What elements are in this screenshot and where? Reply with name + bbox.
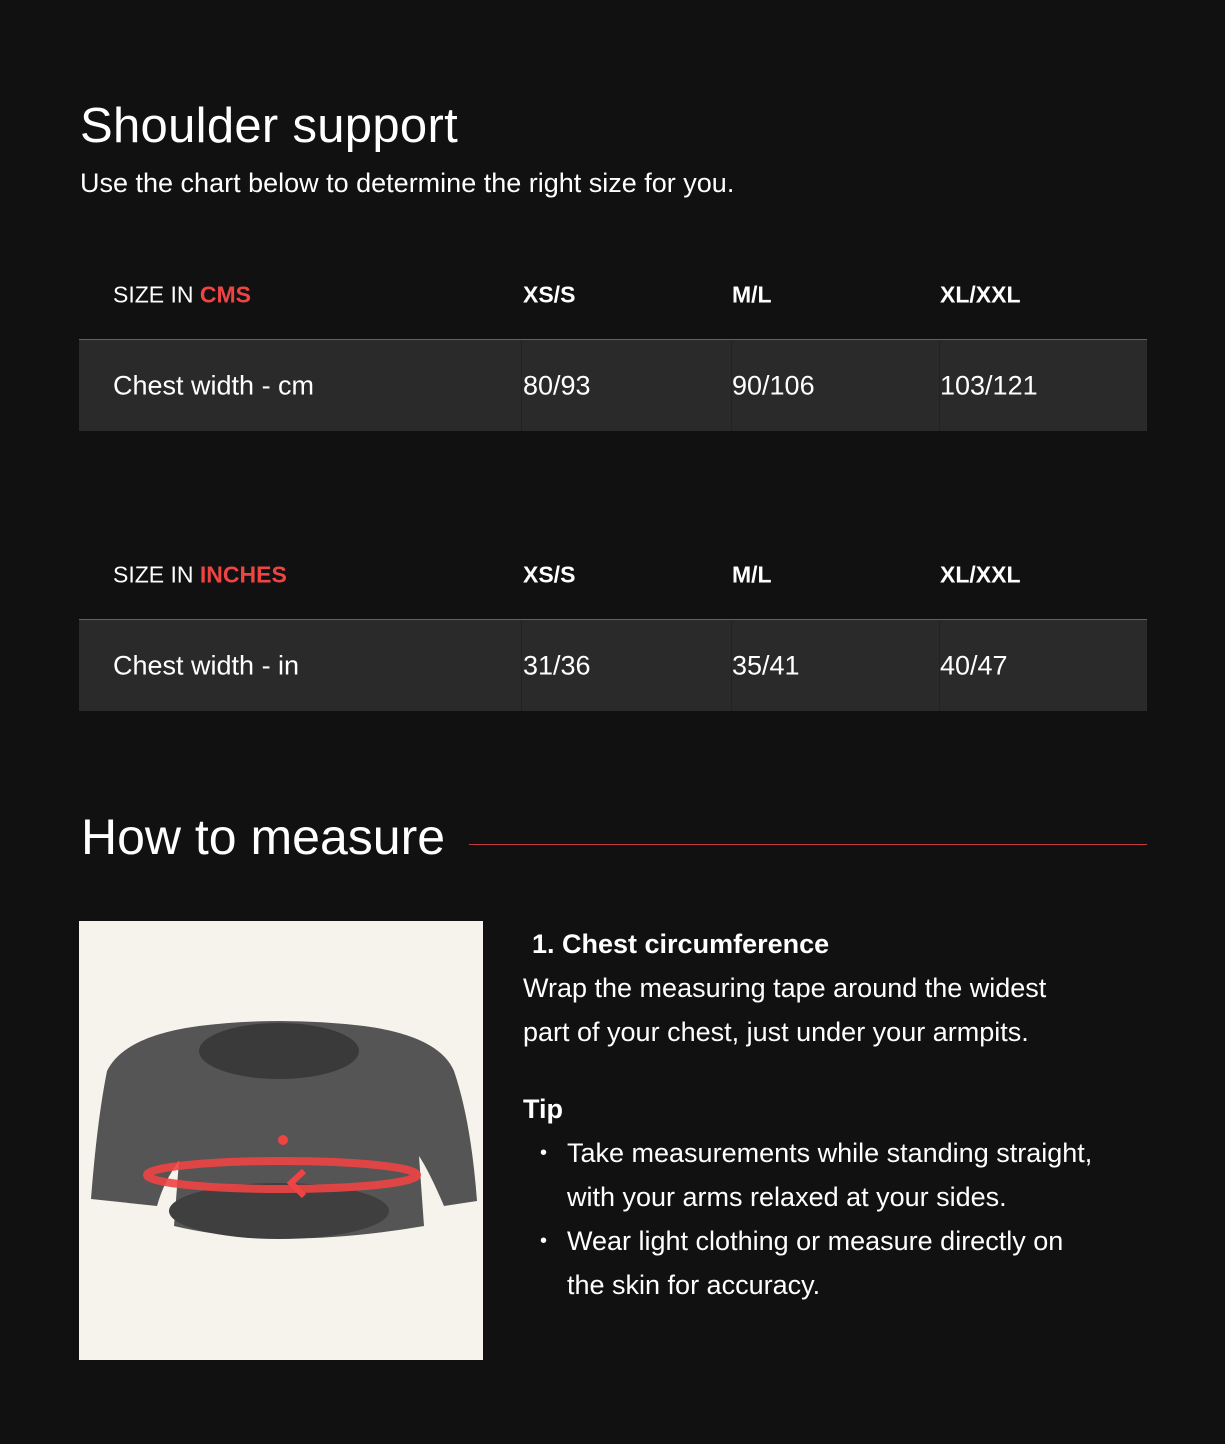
size-header: XS/S: [523, 281, 576, 307]
step-line: Wrap the measuring tape around the wides…: [523, 973, 1047, 1003]
header-unit: CMS: [199, 281, 252, 307]
row-label: Chest width - cm: [113, 370, 315, 400]
marker-1: [278, 1135, 288, 1145]
header-prefix: SIZE IN: [113, 281, 200, 307]
shirt-measure-image: [79, 921, 483, 1360]
size-table-inches: SIZE IN INCHES XS/S M/L XL/XXL Chest wid…: [79, 530, 1147, 711]
table-header: SIZE IN INCHES XS/S M/L XL/XXL: [79, 530, 1147, 620]
size-header: XL/XXL: [940, 561, 1021, 587]
step-line: part of your chest, just under your armp…: [523, 1017, 1029, 1047]
size-table-cm: SIZE IN CMS XS/S M/L XL/XXL Chest width …: [79, 250, 1147, 431]
header-label: SIZE IN INCHES: [113, 561, 287, 588]
size-header: XS/S: [523, 561, 576, 587]
divider: [469, 844, 1147, 845]
cell-value: 103/121: [940, 370, 1038, 400]
tip-title: Tip: [523, 1094, 563, 1124]
cell-value: 80/93: [523, 370, 591, 400]
table-row: Chest width - cm 80/93 90/106 103/121: [79, 340, 1147, 431]
cell-value: 90/106: [732, 370, 815, 400]
section-heading: How to measure: [81, 809, 446, 865]
page-subtitle: Use the chart below to determine the rig…: [80, 168, 735, 198]
size-header: M/L: [732, 281, 772, 307]
tip-line: Wear light clothing or measure directly …: [567, 1226, 1064, 1256]
table-row: Chest width - in 31/36 35/41 40/47: [79, 620, 1147, 711]
tip-line: Take measurements while standing straigh…: [567, 1138, 1093, 1168]
tip-line: the skin for accuracy.: [567, 1270, 821, 1300]
cell-value: 40/47: [940, 650, 1008, 680]
step-title: 1. Chest circumference: [532, 929, 830, 959]
row-label: Chest width - in: [113, 650, 300, 680]
table-header: SIZE IN CMS XS/S M/L XL/XXL: [79, 250, 1147, 340]
cell-value: 35/41: [732, 650, 800, 680]
size-header: XL/XXL: [940, 281, 1021, 307]
page-title: Shoulder support: [80, 99, 458, 153]
cell-value: 31/36: [523, 650, 591, 680]
header-unit: INCHES: [199, 561, 287, 587]
bullet-icon: •: [540, 1142, 548, 1164]
size-header: M/L: [732, 561, 772, 587]
header-label: SIZE IN CMS: [113, 281, 251, 308]
bullet-icon: •: [540, 1230, 548, 1252]
header-prefix: SIZE IN: [113, 561, 200, 587]
tip-line: with your arms relaxed at your sides.: [567, 1182, 1007, 1212]
